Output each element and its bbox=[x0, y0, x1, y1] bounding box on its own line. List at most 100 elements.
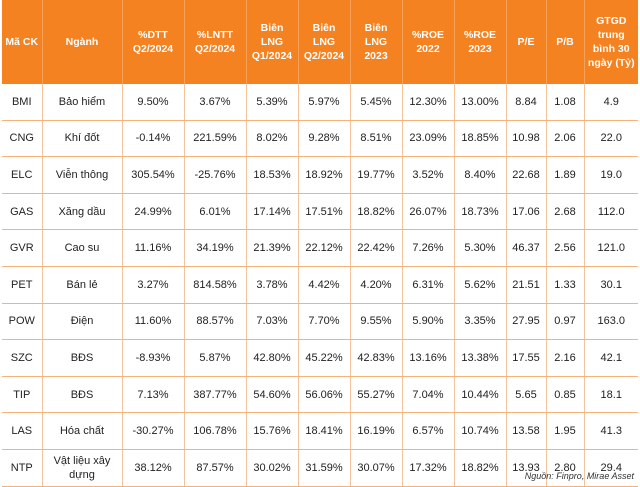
value-cell: 5.62% bbox=[454, 266, 507, 304]
value-cell: 30.02% bbox=[246, 449, 299, 487]
value-cell: 12.30% bbox=[402, 84, 455, 121]
value-cell: 21.51 bbox=[506, 266, 547, 304]
value-cell: 9.50% bbox=[122, 84, 185, 121]
column-header: Biên LNG Q2/2024 bbox=[298, 0, 351, 84]
value-cell: 221.59% bbox=[184, 120, 247, 158]
value-cell: 13.16% bbox=[402, 339, 455, 377]
value-cell: 5.39% bbox=[246, 84, 299, 121]
column-header: GTGD trung bình 30 ngày (Tỷ) bbox=[584, 0, 638, 84]
table-row: GVR Cao su 11.16% 34.19% 21.39% 22.12% 22.42% 7… bbox=[2, 229, 638, 267]
ticker-cell: TIP bbox=[2, 376, 43, 414]
value-cell: 2.56 bbox=[546, 229, 585, 267]
sector-cell: Hóa chất bbox=[42, 412, 123, 450]
sector-cell: Viễn thông bbox=[42, 156, 123, 194]
value-cell: 88.57% bbox=[184, 303, 247, 341]
value-cell: 31.59% bbox=[298, 449, 351, 487]
value-cell: 3.78% bbox=[246, 266, 299, 304]
ticker-cell: NTP bbox=[2, 449, 43, 487]
value-cell: -8.93% bbox=[122, 339, 185, 377]
sector-cell: Khí đốt bbox=[42, 120, 123, 158]
value-cell: 7.70% bbox=[298, 303, 351, 341]
table-row: NTP Vật liệu xây dựng 38.12% 87.57% 30.02% 31… bbox=[2, 449, 638, 487]
value-cell: 5.87% bbox=[184, 339, 247, 377]
value-cell: 19.77% bbox=[350, 156, 403, 194]
sector-cell: Cao su bbox=[42, 229, 123, 267]
value-cell: 6.57% bbox=[402, 412, 455, 450]
column-header: Ngành bbox=[42, 0, 123, 84]
value-cell: 18.92% bbox=[298, 156, 351, 194]
ticker-cell: GVR bbox=[2, 229, 43, 267]
value-cell: 46.37 bbox=[506, 229, 547, 267]
value-cell: 18.82% bbox=[350, 193, 403, 231]
table-body: BMI Bảo hiểm 9.50% 3.67% 5.39% 5.97% 5.45% 12.3… bbox=[2, 84, 638, 487]
value-cell: 24.99% bbox=[122, 193, 185, 231]
value-cell: 42.1 bbox=[584, 339, 638, 377]
value-cell: 5.45% bbox=[350, 84, 403, 121]
value-cell: 2.80 bbox=[546, 449, 585, 487]
value-cell: 5.90% bbox=[402, 303, 455, 341]
ticker-cell: SZC bbox=[2, 339, 43, 377]
value-cell: 305.54% bbox=[122, 156, 185, 194]
value-cell: 1.33 bbox=[546, 266, 585, 304]
value-cell: 22.0 bbox=[584, 120, 638, 158]
value-cell: 10.44% bbox=[454, 376, 507, 414]
value-cell: 8.51% bbox=[350, 120, 403, 158]
value-cell: 18.73% bbox=[454, 193, 507, 231]
value-cell: 23.09% bbox=[402, 120, 455, 158]
table-row: SZC BĐS -8.93% 5.87% 42.80% 45.22% 42.83% 13.16… bbox=[2, 339, 638, 377]
value-cell: 17.55 bbox=[506, 339, 547, 377]
value-cell: 814.58% bbox=[184, 266, 247, 304]
value-cell: 45.22% bbox=[298, 339, 351, 377]
value-cell: 26.07% bbox=[402, 193, 455, 231]
column-header: P/B bbox=[546, 0, 585, 84]
value-cell: 16.19% bbox=[350, 412, 403, 450]
value-cell: 54.60% bbox=[246, 376, 299, 414]
value-cell: 5.65 bbox=[506, 376, 547, 414]
value-cell: 2.16 bbox=[546, 339, 585, 377]
value-cell: 22.42% bbox=[350, 229, 403, 267]
value-cell: 38.12% bbox=[122, 449, 185, 487]
value-cell: 17.51% bbox=[298, 193, 351, 231]
value-cell: 4.9 bbox=[584, 84, 638, 121]
value-cell: 17.32% bbox=[402, 449, 455, 487]
value-cell: 106.78% bbox=[184, 412, 247, 450]
sector-cell: BĐS bbox=[42, 376, 123, 414]
value-cell: 19.0 bbox=[584, 156, 638, 194]
value-cell: 3.27% bbox=[122, 266, 185, 304]
value-cell: 4.20% bbox=[350, 266, 403, 304]
value-cell: 8.40% bbox=[454, 156, 507, 194]
value-cell: 13.93 bbox=[506, 449, 547, 487]
value-cell: 10.74% bbox=[454, 412, 507, 450]
ticker-cell: GAS bbox=[2, 193, 43, 231]
column-header: %LNTT Q2/2024 bbox=[184, 0, 247, 84]
ticker-cell: BMI bbox=[2, 84, 43, 121]
value-cell: 13.58 bbox=[506, 412, 547, 450]
value-cell: 18.85% bbox=[454, 120, 507, 158]
value-cell: 30.1 bbox=[584, 266, 638, 304]
value-cell: 55.27% bbox=[350, 376, 403, 414]
table-row: BMI Bảo hiểm 9.50% 3.67% 5.39% 5.97% 5.45% 12.3… bbox=[2, 84, 638, 121]
value-cell: 3.67% bbox=[184, 84, 247, 121]
table-header-row: Mã CK Ngành %DTT Q2/2024 %LNTT Q2/2024 Biên … bbox=[2, 0, 638, 84]
sector-cell: Bảo hiểm bbox=[42, 84, 123, 121]
table-row: ELC Viễn thông 305.54% -25.76% 18.53% 18.92% 1… bbox=[2, 156, 638, 194]
value-cell: 1.89 bbox=[546, 156, 585, 194]
value-cell: 27.95 bbox=[506, 303, 547, 341]
column-header: Biên LNG 2023 bbox=[350, 0, 403, 84]
value-cell: 2.68 bbox=[546, 193, 585, 231]
value-cell: 56.06% bbox=[298, 376, 351, 414]
sector-cell: BĐS bbox=[42, 339, 123, 377]
table-row: LAS Hóa chất -30.27% 106.78% 15.76% 18.41% 16.… bbox=[2, 412, 638, 450]
value-cell: 30.07% bbox=[350, 449, 403, 487]
value-cell: 18.1 bbox=[584, 376, 638, 414]
value-cell: 17.14% bbox=[246, 193, 299, 231]
value-cell: 15.76% bbox=[246, 412, 299, 450]
table-row: PET Bán lẻ 3.27% 814.58% 3.78% 4.42% 4.20% 6.31… bbox=[2, 266, 638, 304]
column-header: %ROE 2023 bbox=[454, 0, 507, 84]
value-cell: 17.06 bbox=[506, 193, 547, 231]
value-cell: 11.16% bbox=[122, 229, 185, 267]
table-row: CNG Khí đốt -0.14% 221.59% 8.02% 9.28% 8.51% 23… bbox=[2, 120, 638, 158]
sector-cell: Xăng dầu bbox=[42, 193, 123, 231]
column-header: %ROE 2022 bbox=[402, 0, 455, 84]
